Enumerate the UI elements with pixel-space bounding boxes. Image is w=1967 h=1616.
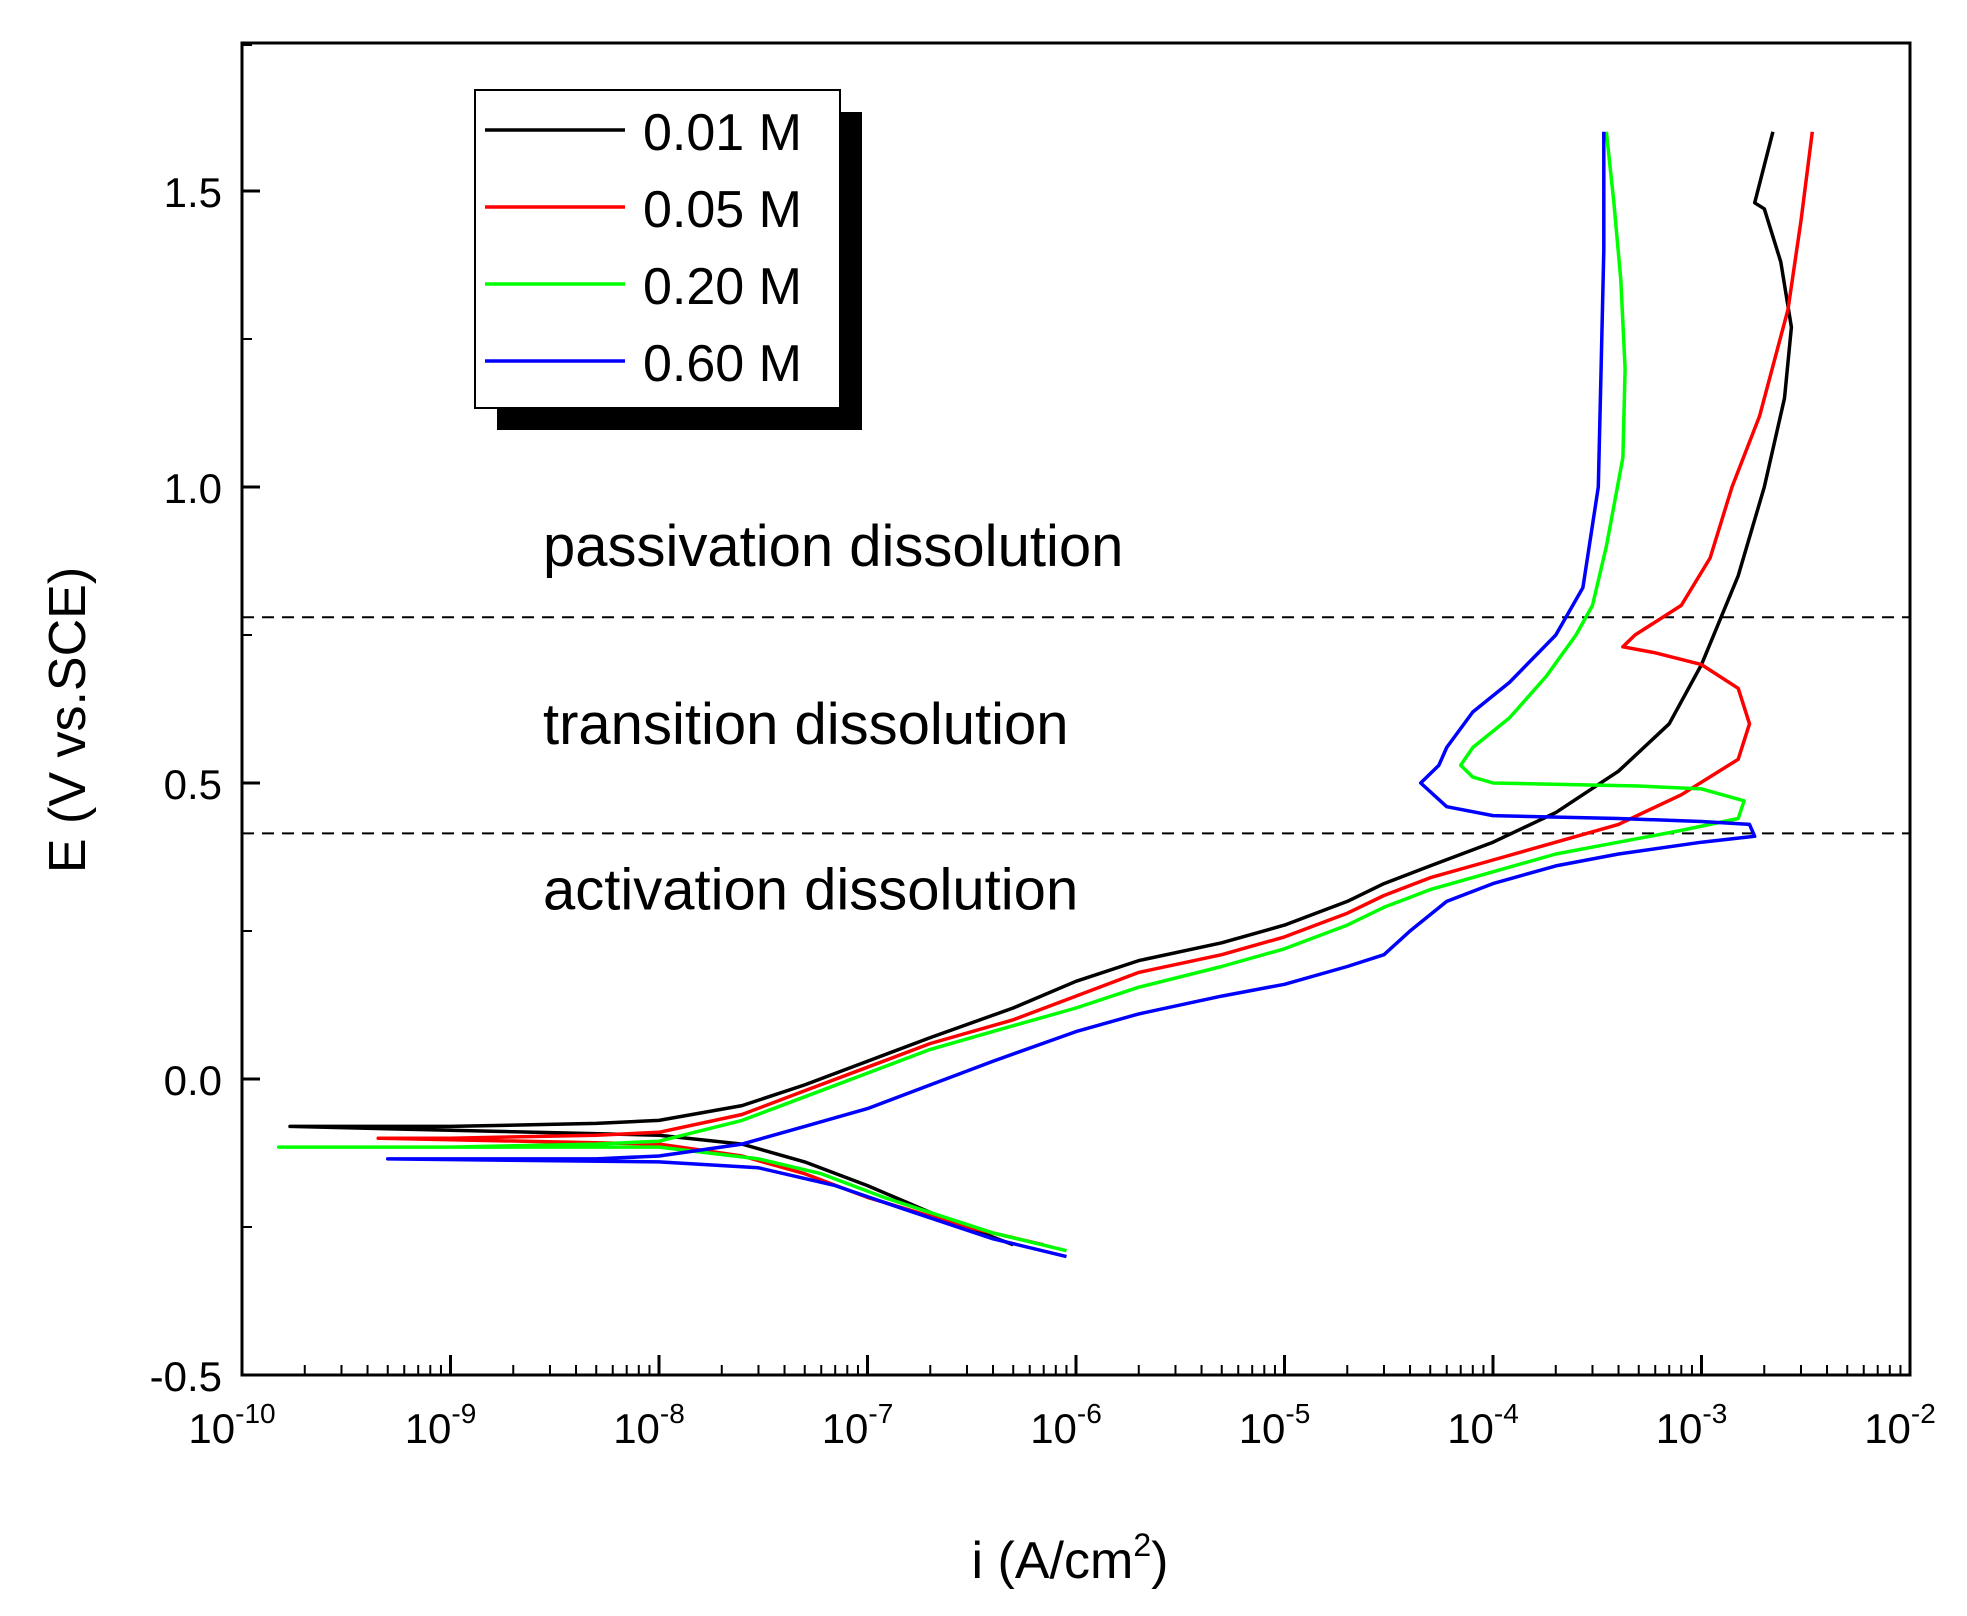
legend-label-2: 0.20 M bbox=[643, 258, 802, 316]
y-tick-label: 1.5 bbox=[164, 169, 222, 216]
y-tick-label: 1.0 bbox=[164, 465, 222, 512]
x-tick-label: 10-10 bbox=[188, 1398, 275, 1452]
series-line-0-01-M bbox=[288, 131, 1794, 1247]
x-tick-label: 10-3 bbox=[1656, 1398, 1728, 1452]
reference-lines bbox=[242, 616, 1910, 835]
axis-ticks: -0.5 0.0 0.5 1.0 1.5 10-10 10-9 10-8 10-7 10-6 10-… bbox=[150, 44, 1936, 1452]
legend-box bbox=[474, 89, 841, 409]
legend-label-1: 0.05 M bbox=[643, 181, 802, 239]
x-tick-label: 10-6 bbox=[1030, 1398, 1102, 1452]
y-tick-label: 0.5 bbox=[164, 761, 222, 808]
x-axis-label-sup: 2 bbox=[1133, 1527, 1151, 1563]
y-tick-label: -0.5 bbox=[150, 1353, 222, 1400]
series-line-0-20-M bbox=[276, 131, 1746, 1253]
series-group bbox=[276, 131, 1815, 1259]
x-axis-label: i (A/cm2) bbox=[972, 1527, 1169, 1590]
legend: 0.01 M 0.05 M 0.20 M 0.60 M bbox=[474, 89, 862, 430]
series-line-0-60-M bbox=[385, 131, 1757, 1259]
x-tick-label: 10-5 bbox=[1239, 1398, 1311, 1452]
legend-label-0: 0.01 M bbox=[643, 104, 802, 162]
x-tick-label: 10-4 bbox=[1447, 1398, 1519, 1452]
annotation-1: transition dissolution bbox=[543, 692, 1069, 757]
x-tick-label: 10-7 bbox=[822, 1398, 894, 1452]
x-tick-label: 10-9 bbox=[405, 1398, 477, 1452]
annotation-2: activation dissolution bbox=[543, 858, 1078, 923]
series-line-0-05-M bbox=[376, 131, 1815, 1247]
y-axis-label: E (V vs.SCE) bbox=[39, 567, 97, 873]
annotation-0: passivation dissolution bbox=[543, 514, 1123, 579]
annotations: passivation dissolution transition dissol… bbox=[543, 514, 1123, 922]
x-tick-label: 10-2 bbox=[1864, 1398, 1936, 1452]
x-axis-label-main: i (A/cm bbox=[972, 1532, 1134, 1590]
y-tick-label: 0.0 bbox=[164, 1057, 222, 1104]
legend-label-3: 0.60 M bbox=[643, 335, 802, 393]
x-tick-label: 10-8 bbox=[613, 1398, 685, 1452]
x-axis-label-suffix: ) bbox=[1151, 1532, 1168, 1590]
